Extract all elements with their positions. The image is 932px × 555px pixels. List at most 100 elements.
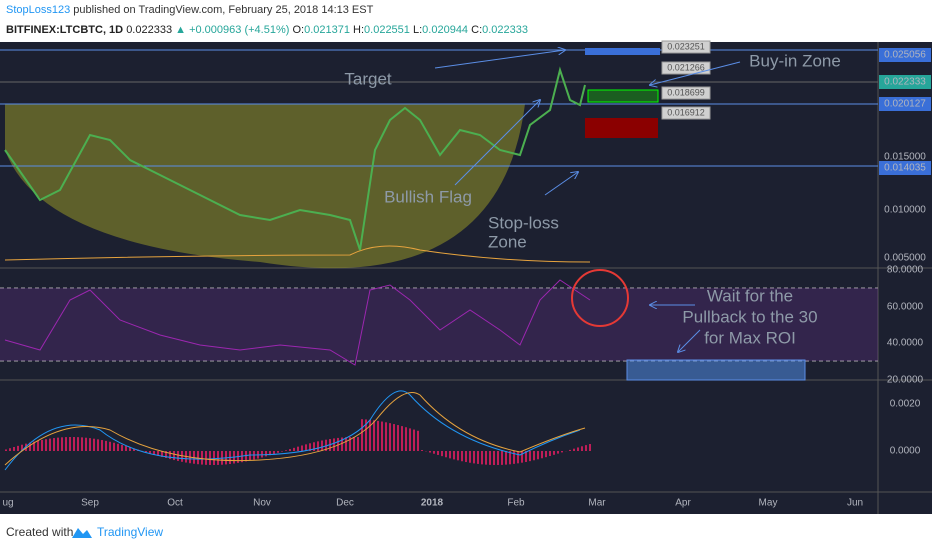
- hist-bar: [429, 451, 431, 453]
- rsi-zone: [627, 360, 805, 380]
- ov: 0.021371: [304, 24, 350, 36]
- hist-bar: [373, 420, 375, 451]
- o: O:: [292, 24, 304, 36]
- hist-bar: [321, 440, 323, 451]
- price-label: 0.010000: [884, 205, 926, 216]
- annotation: Buy-in Zone: [749, 51, 841, 70]
- price-label: 0.020127: [884, 99, 926, 110]
- time-label: Apr: [675, 498, 691, 509]
- hist-bar: [501, 451, 503, 465]
- annotation: Stop-loss: [488, 213, 559, 232]
- symbol: BITFINEX:LTCBTC, 1D: [6, 24, 123, 36]
- price-label: 0.015000: [884, 152, 926, 163]
- time-label: May: [759, 498, 778, 509]
- hist-bar: [109, 442, 111, 451]
- hist-bar: [413, 430, 415, 451]
- macd-label: 0.0000: [890, 446, 921, 457]
- hv: 0.022551: [364, 24, 410, 36]
- hist-bar: [377, 421, 379, 451]
- h: H:: [353, 24, 364, 36]
- hist-bar: [497, 451, 499, 465]
- hist-bar: [41, 440, 43, 451]
- rsi-label: 60.0000: [887, 302, 924, 313]
- hist-bar: [405, 427, 407, 451]
- hist-bar: [589, 444, 591, 451]
- hist-bar: [93, 439, 95, 451]
- hist-bar: [393, 424, 395, 451]
- hist-bar: [101, 440, 103, 451]
- hist-bar: [277, 451, 279, 453]
- author[interactable]: StopLoss123: [6, 4, 70, 16]
- time-label: Oct: [167, 498, 183, 509]
- hist-bar: [249, 451, 251, 461]
- l: L:: [413, 24, 422, 36]
- hist-bar: [493, 451, 495, 465]
- hist-bar: [125, 446, 127, 451]
- hist-bar: [301, 445, 303, 451]
- hist-bar: [293, 448, 295, 451]
- level-label: 0.018699: [667, 87, 705, 97]
- hist-bar: [113, 443, 115, 451]
- hist-bar: [449, 451, 451, 458]
- price-label: 0.014035: [884, 163, 926, 174]
- hist-bar: [173, 451, 175, 460]
- hist-bar: [117, 444, 119, 451]
- hist-bar: [369, 420, 371, 451]
- hist-bar: [357, 437, 359, 451]
- annotation: Pullback to the 30: [682, 307, 817, 326]
- c: C:: [471, 24, 482, 36]
- hist-bar: [457, 451, 459, 460]
- hist-bar: [61, 437, 63, 451]
- time-label: Jun: [847, 498, 863, 509]
- hist-bar: [557, 451, 559, 454]
- hist-bar: [285, 450, 287, 451]
- hist-bar: [13, 447, 15, 451]
- annotation: Wait for the: [707, 286, 793, 305]
- change: ▲ +0.000963 (+4.51%): [175, 24, 289, 36]
- brand[interactable]: TradingView: [97, 525, 163, 539]
- hist-bar: [473, 451, 475, 463]
- stop-box: [585, 118, 658, 138]
- price-label: 0.005000: [884, 253, 926, 264]
- hist-bar: [97, 439, 99, 451]
- annotation: for Max ROI: [704, 328, 796, 347]
- price-label: 0.022333: [884, 77, 926, 88]
- hist-bar: [389, 423, 391, 451]
- hist-bar: [545, 451, 547, 457]
- hist-bar: [517, 451, 519, 463]
- hist-bar: [513, 451, 515, 464]
- hist-bar: [453, 451, 455, 459]
- hist-bar: [461, 451, 463, 461]
- hist-bar: [245, 451, 247, 461]
- hist-bar: [549, 451, 551, 456]
- hist-bar: [209, 451, 211, 465]
- time-label: Mar: [588, 498, 606, 509]
- hist-bar: [213, 451, 215, 465]
- hist-bar: [401, 426, 403, 451]
- hist-bar: [85, 438, 87, 451]
- lv: 0.020944: [422, 24, 468, 36]
- hist-bar: [437, 451, 439, 455]
- hist-bar: [5, 449, 7, 451]
- hist-bar: [433, 451, 435, 454]
- price-label: 0.025056: [884, 50, 926, 61]
- rsi-label: 40.0000: [887, 338, 924, 349]
- hist-bar: [297, 447, 299, 451]
- hist-bar: [9, 448, 11, 451]
- hist-bar: [477, 451, 479, 464]
- hist-bar: [577, 447, 579, 451]
- time-label: Feb: [507, 498, 525, 509]
- header-line: StopLoss123 published on TradingView.com…: [6, 4, 374, 16]
- hist-bar: [333, 438, 335, 451]
- hist-bar: [205, 451, 207, 465]
- annotation: Bullish Flag: [384, 187, 472, 206]
- time-label: ug: [2, 498, 13, 509]
- hist-bar: [361, 419, 363, 451]
- hist-bar: [409, 428, 411, 451]
- hist-bar: [17, 446, 19, 451]
- hist-bar: [553, 451, 555, 455]
- hist-bar: [445, 451, 447, 457]
- hist-bar: [381, 422, 383, 451]
- hist-bar: [273, 451, 275, 454]
